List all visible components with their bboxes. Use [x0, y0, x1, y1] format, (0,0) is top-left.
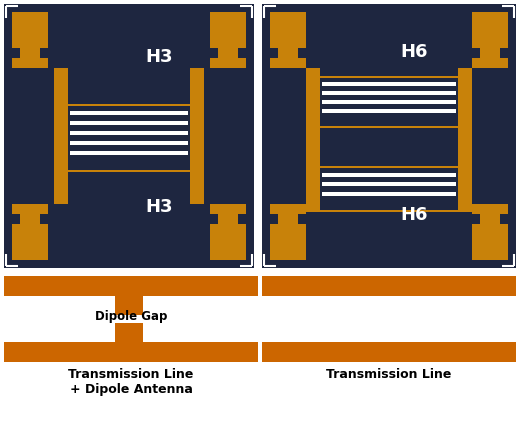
Bar — [306, 128, 320, 166]
Bar — [12, 204, 48, 214]
Text: Transmission Line
+ Dipole Antenna: Transmission Line + Dipole Antenna — [68, 368, 193, 396]
Bar — [322, 173, 456, 177]
Bar — [210, 12, 246, 48]
Bar — [218, 48, 238, 58]
Bar — [12, 12, 48, 48]
Bar — [458, 204, 472, 212]
Bar — [322, 82, 456, 86]
Bar — [472, 204, 508, 214]
Bar — [70, 131, 188, 135]
Bar — [210, 224, 246, 260]
Text: H3: H3 — [145, 198, 173, 216]
Bar — [218, 214, 238, 224]
Bar — [12, 224, 48, 260]
Bar — [54, 172, 68, 204]
Bar — [12, 58, 48, 68]
Bar — [190, 68, 204, 104]
Bar — [472, 12, 508, 48]
Bar — [270, 58, 306, 68]
Bar — [70, 151, 188, 155]
Bar — [20, 214, 40, 224]
Bar — [270, 224, 306, 260]
Bar — [4, 276, 258, 296]
Bar — [306, 76, 472, 128]
Bar — [54, 104, 204, 172]
Bar — [306, 204, 320, 212]
Bar — [68, 106, 190, 170]
Bar — [480, 214, 500, 224]
Bar — [458, 68, 472, 76]
Bar — [458, 128, 472, 166]
Text: Transmission Line: Transmission Line — [327, 368, 452, 381]
Bar — [320, 168, 458, 210]
Text: H6: H6 — [400, 206, 428, 224]
Bar — [320, 78, 458, 126]
Bar — [115, 323, 143, 342]
Bar — [472, 58, 508, 68]
Bar — [322, 109, 456, 113]
Bar — [472, 224, 508, 260]
Bar — [20, 48, 40, 58]
Text: H3: H3 — [145, 48, 173, 66]
Bar — [70, 141, 188, 145]
Bar — [278, 48, 298, 58]
Bar — [4, 342, 258, 362]
Bar — [270, 12, 306, 48]
Bar — [480, 48, 500, 58]
Bar — [322, 100, 456, 104]
Bar — [262, 4, 516, 268]
Bar — [4, 4, 254, 268]
Bar — [54, 68, 68, 104]
Bar — [190, 172, 204, 204]
Bar — [270, 204, 306, 214]
Bar — [210, 58, 246, 68]
Bar — [306, 68, 320, 76]
Bar — [262, 342, 516, 362]
Bar — [322, 182, 456, 186]
Bar — [70, 111, 188, 115]
Bar — [306, 166, 472, 212]
Text: H6: H6 — [400, 43, 428, 60]
Bar — [115, 296, 143, 315]
Bar — [322, 192, 456, 196]
Bar — [278, 214, 298, 224]
Bar — [210, 204, 246, 214]
Bar — [70, 121, 188, 125]
Text: Dipole Gap: Dipole Gap — [95, 310, 167, 323]
Bar — [322, 91, 456, 95]
Bar — [262, 276, 516, 296]
